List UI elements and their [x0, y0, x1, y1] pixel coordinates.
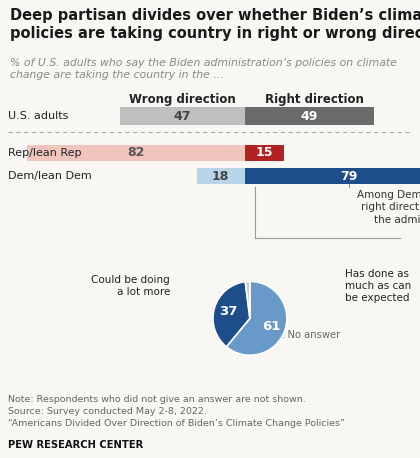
- Text: 82: 82: [127, 147, 144, 159]
- Text: 49: 49: [301, 109, 318, 122]
- Text: Among Democrats who say
right direction, % who say
the administration …: Among Democrats who say right direction,…: [357, 190, 420, 225]
- Text: Right direction: Right direction: [265, 93, 364, 106]
- Text: Could be doing
a lot more: Could be doing a lot more: [91, 275, 170, 297]
- Wedge shape: [245, 281, 250, 318]
- Text: 61: 61: [262, 320, 281, 333]
- Wedge shape: [226, 281, 287, 355]
- Text: 2 No answer: 2 No answer: [278, 330, 340, 340]
- Bar: [197, 168, 244, 184]
- Bar: [244, 168, 420, 184]
- Text: 37: 37: [219, 305, 237, 318]
- Bar: [27, 145, 244, 161]
- Text: U.S. adults: U.S. adults: [8, 111, 68, 121]
- Text: PEW RESEARCH CENTER: PEW RESEARCH CENTER: [8, 440, 143, 450]
- Text: Dem/lean Dem: Dem/lean Dem: [8, 171, 92, 181]
- Text: Wrong direction: Wrong direction: [129, 93, 236, 106]
- Text: Rep/lean Rep: Rep/lean Rep: [8, 148, 81, 158]
- Text: 79: 79: [341, 169, 358, 182]
- Text: Has done as
much as can
be expected: Has done as much as can be expected: [345, 268, 411, 303]
- Bar: [120, 107, 244, 125]
- Bar: [244, 145, 284, 161]
- Text: Deep partisan divides over whether Biden’s climate
policies are taking country i: Deep partisan divides over whether Biden…: [10, 8, 420, 41]
- Text: 15: 15: [256, 147, 273, 159]
- Bar: [244, 107, 374, 125]
- Text: 18: 18: [212, 169, 229, 182]
- Wedge shape: [213, 282, 250, 347]
- Text: Note: Respondents who did not give an answer are not shown.
Source: Survey condu: Note: Respondents who did not give an an…: [8, 395, 345, 428]
- Text: 47: 47: [173, 109, 191, 122]
- Text: % of U.S. adults who say the Biden administration’s policies on climate
change a: % of U.S. adults who say the Biden admin…: [10, 58, 397, 81]
